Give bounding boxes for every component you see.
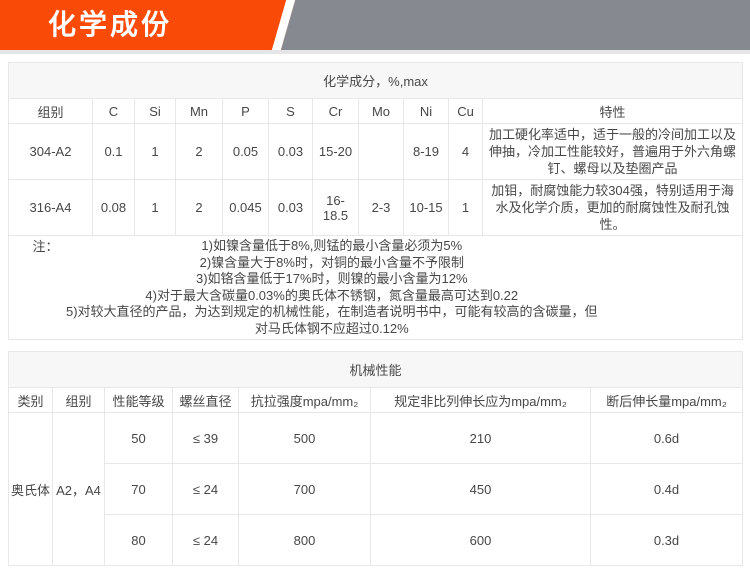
- cell-cu: 1: [448, 179, 483, 236]
- cell-mn: 2: [175, 123, 223, 180]
- notes-cell: 注： 1)如镍含量低于8%,则锰的最小含量必须为5% 2)镍含量大于8%时，对铜…: [7, 235, 744, 340]
- table-row-grade-70: 70 ≤ 24 700 450 0.4d: [9, 463, 743, 515]
- mech-header-grade: 性能等级: [104, 387, 173, 413]
- cell-group: 304-A2: [8, 123, 93, 180]
- mech-header-row: 类别 组别 性能等级 螺丝直径 抗拉强度mpa/mm₂ 规定非比列伸长应为mpa…: [8, 387, 743, 413]
- cell-trait: 加工硬化率适中，适于一般的冷间加工以及伸抽，冷加工性能较好，普遍用于外六角螺钉、…: [481, 123, 744, 180]
- table-row-316-a4: 316-A4 0.08 1 2 0.045 0.03 16-18.5 2-3 1…: [8, 179, 744, 236]
- chemical-composition-table: 化学成分，%,max 组别 C Si Mn P S Cr Mo Ni Cu 特性…: [7, 62, 744, 340]
- mech-header-tensile: 抗拉强度mpa/mm₂: [238, 387, 371, 413]
- cell-class: 奥氏体: [8, 412, 53, 566]
- mech-header-class: 类别: [8, 387, 53, 413]
- table-row-grade-80: 80 ≤ 24 800 600 0.3d: [9, 514, 743, 566]
- cell-s: 0.03: [268, 179, 313, 236]
- cell-cu: 4: [448, 123, 483, 180]
- note-line: 5)对较大直径的产品，为达到规定的机械性能，在制造者说明书中，可能有较高的含碳量…: [66, 304, 598, 319]
- section-title: 化学成份: [48, 9, 173, 40]
- chem-header-cu: Cu: [448, 98, 483, 124]
- cell-proof: 450: [370, 463, 591, 515]
- cell-si: 1: [134, 179, 176, 236]
- cell-tensile: 500: [238, 412, 371, 464]
- cell-mn: 2: [175, 179, 223, 236]
- cell-si: 1: [134, 123, 176, 180]
- cell-mo: [358, 123, 404, 180]
- cell-trait: 加钼，耐腐蚀能力较304强，特别适用于海水及化学介质，更加的耐腐蚀性及耐孔蚀性。: [481, 179, 744, 236]
- cell-diameter: ≤ 39: [172, 412, 239, 464]
- cell-elongation: 0.3d: [590, 514, 743, 566]
- chem-header-mo: Mo: [358, 98, 404, 124]
- cell-diameter: ≤ 24: [172, 463, 239, 515]
- chem-table-title: 化学成分，%,max: [7, 62, 744, 99]
- cell-elongation: 0.4d: [590, 463, 743, 515]
- note-line: 4)对于最大含碳量0.03%的奥氏体不锈钢，氮含量最高可达到0.22: [145, 287, 519, 303]
- cell-mo: 2-3: [358, 179, 404, 236]
- mech-header-diameter: 螺丝直径: [172, 387, 239, 413]
- chem-header-mn: Mn: [175, 98, 223, 124]
- chem-header-si: Si: [134, 98, 176, 124]
- chem-header-p: P: [222, 98, 269, 124]
- note-line: 3)如铬含量低于17%时，则镍的最小含量为12%: [195, 271, 468, 286]
- cell-cr: 16-18.5: [312, 179, 359, 236]
- cell-group: A2，A4: [52, 412, 105, 566]
- cell-grade: 50: [104, 412, 173, 464]
- chem-header-c: C: [92, 98, 135, 124]
- cell-ni: 10-15: [403, 179, 449, 236]
- cell-ni: 8-19: [403, 123, 449, 180]
- note-line: 对马氏体钢不应超过0.12%: [254, 320, 409, 336]
- chem-notes-row: 注： 1)如镍含量低于8%,则锰的最小含量必须为5% 2)镍含量大于8%时，对铜…: [7, 235, 744, 340]
- table-row-304-a2: 304-A2 0.1 1 2 0.05 0.03 15-20 8-19 4 加工…: [8, 123, 744, 180]
- chem-header-row: 组别 C Si Mn P S Cr Mo Ni Cu 特性: [8, 98, 744, 124]
- mech-header-elongation: 断后伸长量mpa/mm₂: [590, 387, 743, 413]
- mech-header-group: 组别: [52, 387, 105, 413]
- chem-header-s: S: [268, 98, 313, 124]
- notes-label: 注：: [32, 239, 59, 254]
- note-line: 2)镍含量大于8%时，对铜的最小含量不予限制: [199, 254, 464, 270]
- section-banner: 化学成份: [0, 0, 750, 50]
- notes-list: 1)如镍含量低于8%,则锰的最小含量必须为5% 2)镍含量大于8%时，对铜的最小…: [66, 238, 598, 337]
- cell-proof: 210: [370, 412, 591, 464]
- mechanical-properties-table: 机械性能 类别 组别 性能等级 螺丝直径 抗拉强度mpa/mm₂ 规定非比列伸长…: [8, 351, 743, 566]
- chem-header-ni: Ni: [403, 98, 449, 124]
- banner-divider: [0, 50, 750, 54]
- mech-title-row: 机械性能: [8, 351, 743, 388]
- cell-proof: 600: [370, 514, 591, 566]
- cell-tensile: 700: [238, 463, 371, 515]
- chem-header-group: 组别: [8, 98, 93, 124]
- cell-p: 0.045: [222, 179, 269, 236]
- cell-c: 0.1: [92, 123, 135, 180]
- cell-grade: 70: [104, 463, 173, 515]
- cell-c: 0.08: [92, 179, 135, 236]
- chem-title-row: 化学成分，%,max: [7, 62, 744, 99]
- mech-header-proof: 规定非比列伸长应为mpa/mm₂: [370, 387, 591, 413]
- cell-p: 0.05: [222, 123, 269, 180]
- cell-cr: 15-20: [312, 123, 359, 180]
- cell-tensile: 800: [238, 514, 371, 566]
- cell-grade: 80: [104, 514, 173, 566]
- cell-group: 316-A4: [8, 179, 93, 236]
- note-line: 1)如镍含量低于8%,则锰的最小含量必须为5%: [201, 238, 463, 253]
- table-row-grade-50: 奥氏体 A2，A4 50 ≤ 39 500 210 0.6d: [8, 412, 743, 566]
- chem-header-trait: 特性: [481, 98, 744, 124]
- cell-elongation: 0.6d: [590, 412, 743, 464]
- chem-header-cr: Cr: [312, 98, 359, 124]
- mech-table-title: 机械性能: [8, 351, 743, 388]
- cell-diameter: ≤ 24: [172, 514, 239, 566]
- cell-s: 0.03: [268, 123, 313, 180]
